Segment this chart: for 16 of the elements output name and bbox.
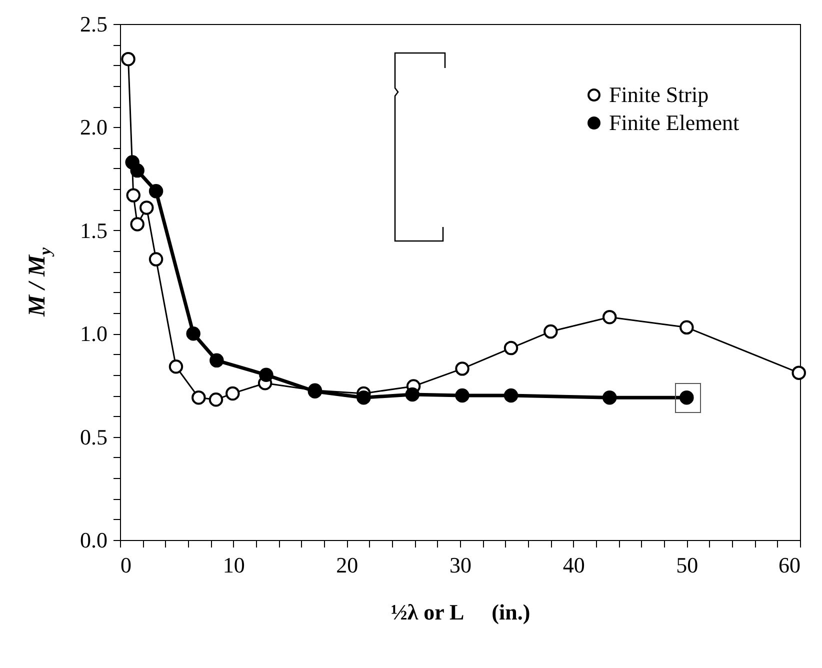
legend-label: Finite Strip [609, 82, 709, 107]
legend-label: Finite Element [609, 110, 740, 135]
x-tick-label: 20 [336, 552, 358, 578]
y-tick-label: 1.5 [80, 218, 108, 243]
x-tick-label: 10 [222, 552, 245, 578]
y-tick-label: 1.0 [80, 321, 108, 346]
y-tick-label: 0.0 [80, 528, 108, 552]
y-tick-label: 0.5 [80, 424, 108, 450]
y-tick-label: 2.0 [80, 114, 108, 140]
x-tick-label: 60 [778, 552, 800, 578]
x-tick-label: 50 [676, 552, 698, 578]
x-axis-title: ½λ or L (in.) [390, 600, 530, 624]
x-tick-label: 40 [562, 552, 585, 578]
x-tick-label: 30 [450, 552, 472, 578]
y-tick-label: 2.5 [80, 12, 108, 36]
x-tick-label: 0 [120, 552, 132, 578]
